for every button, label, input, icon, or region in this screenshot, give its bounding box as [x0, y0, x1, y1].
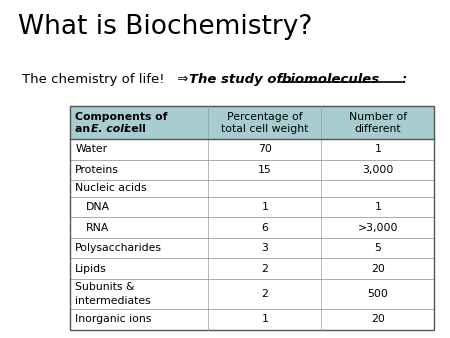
Text: Number of
different: Number of different — [349, 112, 407, 134]
Text: 3,000: 3,000 — [362, 165, 393, 175]
Text: The chemistry of life!   ⇒: The chemistry of life! ⇒ — [22, 73, 193, 86]
Text: 15: 15 — [258, 165, 272, 175]
FancyBboxPatch shape — [70, 258, 434, 279]
Text: Proteins: Proteins — [75, 165, 119, 175]
Text: 6: 6 — [261, 223, 268, 233]
FancyBboxPatch shape — [70, 279, 434, 309]
FancyBboxPatch shape — [70, 106, 434, 139]
Text: Subunits &: Subunits & — [75, 282, 135, 292]
Text: cell: cell — [121, 124, 145, 134]
Text: an: an — [75, 124, 94, 134]
Text: Polysaccharides: Polysaccharides — [75, 243, 162, 253]
Text: 2: 2 — [261, 289, 268, 299]
Text: 5: 5 — [374, 243, 381, 253]
Text: 70: 70 — [258, 144, 272, 154]
Text: 1: 1 — [261, 314, 268, 324]
FancyBboxPatch shape — [70, 160, 434, 180]
Text: 500: 500 — [367, 289, 388, 299]
Text: 1: 1 — [374, 202, 381, 212]
FancyBboxPatch shape — [70, 197, 434, 217]
Text: Nucleic acids: Nucleic acids — [75, 184, 147, 193]
Text: 20: 20 — [371, 314, 385, 324]
Text: biomolecules: biomolecules — [281, 73, 379, 86]
Text: 3: 3 — [261, 243, 268, 253]
Text: 20: 20 — [371, 264, 385, 273]
Text: Percentage of
total cell weight: Percentage of total cell weight — [221, 112, 308, 134]
FancyBboxPatch shape — [70, 309, 434, 330]
Text: E. coli: E. coli — [91, 124, 128, 134]
Text: >3,000: >3,000 — [357, 223, 398, 233]
Text: RNA: RNA — [86, 223, 109, 233]
Text: Components of: Components of — [75, 112, 168, 122]
Text: Water: Water — [75, 144, 107, 154]
Text: intermediates: intermediates — [75, 296, 151, 306]
Text: 1: 1 — [261, 202, 268, 212]
Text: 2: 2 — [261, 264, 268, 273]
FancyBboxPatch shape — [70, 139, 434, 160]
Text: The study of: The study of — [189, 73, 287, 86]
Text: :: : — [402, 73, 407, 86]
FancyBboxPatch shape — [70, 238, 434, 258]
Text: 1: 1 — [374, 144, 381, 154]
Text: DNA: DNA — [86, 202, 110, 212]
Text: Inorganic ions: Inorganic ions — [75, 314, 152, 324]
FancyBboxPatch shape — [70, 180, 434, 197]
Text: Lipids: Lipids — [75, 264, 107, 273]
Text: What is Biochemistry?: What is Biochemistry? — [18, 14, 312, 40]
FancyBboxPatch shape — [70, 217, 434, 238]
